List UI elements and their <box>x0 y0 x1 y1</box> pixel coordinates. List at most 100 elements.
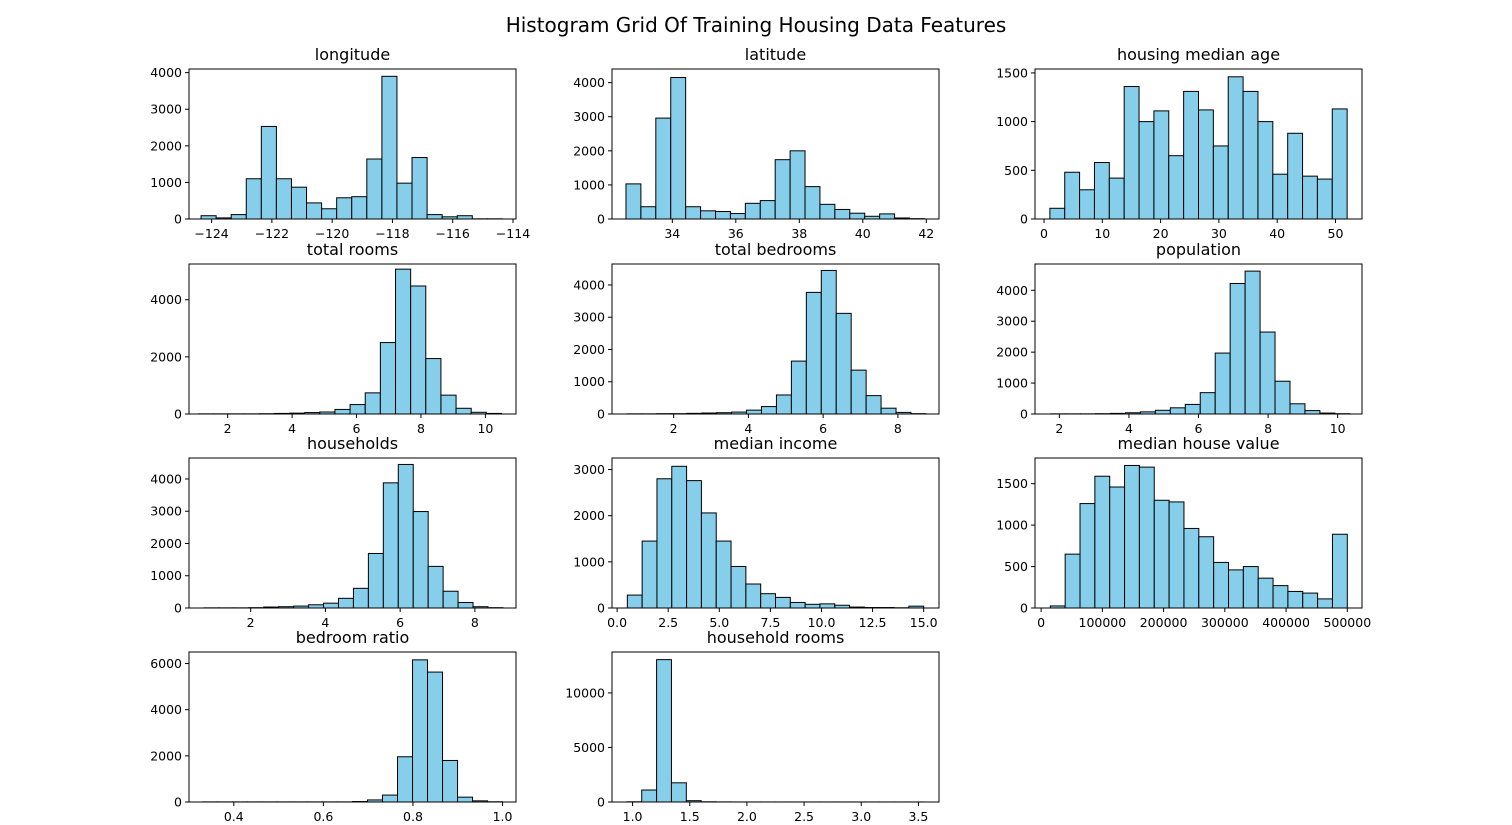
x-tick-label: 2.0 <box>737 809 757 824</box>
histogram-bar <box>865 395 882 415</box>
histogram-bar <box>700 512 717 609</box>
histogram-bar <box>1079 503 1096 609</box>
x-tick-label: 1.0 <box>493 809 513 824</box>
histogram-bar <box>879 213 896 220</box>
histogram-bar <box>1242 566 1259 609</box>
y-tick-label: 2000 <box>150 349 182 364</box>
histogram-bar <box>655 117 672 220</box>
x-tick-label: 50 <box>1328 226 1344 241</box>
histogram-bar <box>306 202 323 220</box>
x-tick-label: 10 <box>1094 226 1110 241</box>
histogram-bar <box>367 552 384 609</box>
x-tick-label: 6 <box>396 615 404 630</box>
x-tick-label: 0.4 <box>224 809 244 824</box>
histogram-bar <box>410 285 427 415</box>
y-tick-label: 2000 <box>573 143 605 158</box>
y-tick-label: 4000 <box>150 292 182 307</box>
histogram-bar <box>412 659 429 803</box>
histogram-bar <box>835 312 852 415</box>
histogram-bar <box>790 360 807 415</box>
y-tick-label: 2000 <box>150 748 182 763</box>
x-tick-label: −114 <box>496 226 530 241</box>
histogram-longitude: longitude −124 −122 −120 −118 −116 −114 0 1000 20… <box>150 45 530 241</box>
histogram-bar <box>714 211 731 220</box>
histogram-bar <box>455 407 472 415</box>
histogram-bar <box>1064 553 1081 609</box>
y-tick-label: 0 <box>1020 407 1028 422</box>
x-tick-label: 6 <box>353 421 361 436</box>
x-tick-label: 0.0 <box>607 615 627 630</box>
panel-title: median house value <box>1117 434 1279 453</box>
histogram-bar <box>364 392 381 415</box>
plot-frame <box>188 263 517 415</box>
y-tick-label: 4000 <box>573 277 605 292</box>
x-tick-label: 1.0 <box>623 809 643 824</box>
y-tick-label: 1500 <box>996 65 1028 80</box>
histogram-bar <box>1199 392 1216 415</box>
histogram-bar <box>381 75 398 220</box>
histogram-bar <box>1064 171 1081 220</box>
x-tick-label: 38 <box>791 226 807 241</box>
y-tick-label: 500 <box>1004 559 1028 574</box>
y-tick-label: 3000 <box>996 314 1028 329</box>
panel-title: total rooms <box>307 240 398 259</box>
x-tick-label: 10 <box>1330 421 1346 436</box>
histogram-bar <box>729 213 746 220</box>
figure-title: Histogram Grid Of Training Housing Data … <box>506 13 1007 37</box>
y-tick-label: 2000 <box>150 536 182 551</box>
histogram-median-house-value: median house value 0 100000 200000 300000 400… <box>996 434 1371 630</box>
histogram-bar <box>427 671 444 803</box>
x-tick-label: −122 <box>255 226 289 241</box>
histogram-bar <box>427 565 444 609</box>
histogram-bar <box>849 212 866 220</box>
histogram-bar <box>641 789 658 803</box>
histogram-bar <box>880 407 897 415</box>
x-tick-label: 100000 <box>1079 615 1127 630</box>
plot-frame <box>188 68 517 220</box>
histogram-bar <box>426 214 443 220</box>
histogram-bar <box>1257 577 1274 609</box>
x-tick-label: 8 <box>1264 421 1272 436</box>
x-tick-label: 4 <box>1125 421 1133 436</box>
histogram-bar <box>1183 90 1199 220</box>
histogram-bar <box>819 203 836 220</box>
histogram-bar <box>349 404 366 415</box>
plot-frame <box>188 457 517 609</box>
histogram-bar <box>1124 464 1140 609</box>
histogram-bar <box>670 782 687 803</box>
histogram-bar <box>759 200 776 220</box>
histogram-bar <box>686 480 702 609</box>
x-tick-label: 6 <box>1195 421 1203 436</box>
histogram-bar <box>820 269 837 415</box>
histogram-bar <box>1123 86 1140 220</box>
histogram-household-rooms: household rooms 1.0 1.5 2.0 2.5 3.0 3.5 0 5000 10… <box>565 628 940 824</box>
histogram-bar <box>352 587 369 609</box>
x-tick-label: 10.0 <box>808 615 836 630</box>
y-tick-label: 2000 <box>573 342 605 357</box>
histogram-bar <box>640 206 657 220</box>
histogram-bar <box>744 202 761 220</box>
y-tick-label: 3000 <box>150 102 182 117</box>
histogram-bar <box>379 342 397 415</box>
histogram-bar <box>442 759 459 803</box>
x-tick-label: 8 <box>471 615 479 630</box>
histogram-bar <box>1257 121 1274 220</box>
histogram-bar <box>1049 207 1066 220</box>
y-tick-label: 0 <box>597 407 605 422</box>
histogram-bar <box>395 268 412 415</box>
histogram-bar <box>382 794 399 803</box>
y-tick-label: 3000 <box>150 504 182 519</box>
x-tick-label: 200000 <box>1140 615 1188 630</box>
panel-title: median income <box>714 434 838 453</box>
x-tick-label: 2.5 <box>794 809 814 824</box>
x-tick-label: 10 <box>477 421 493 436</box>
histogram-population: population 2 4 6 8 10 0 1000 2000 3000 4000 <box>996 240 1363 436</box>
histogram-bar <box>1228 569 1244 609</box>
y-tick-label: 1000 <box>573 554 605 569</box>
histogram-bar <box>440 394 457 415</box>
histogram-bar <box>1259 331 1276 415</box>
histogram-bar <box>396 182 413 220</box>
histogram-bar <box>1138 466 1155 609</box>
histogram-bar <box>1214 352 1231 415</box>
histogram-bar <box>1331 108 1348 220</box>
